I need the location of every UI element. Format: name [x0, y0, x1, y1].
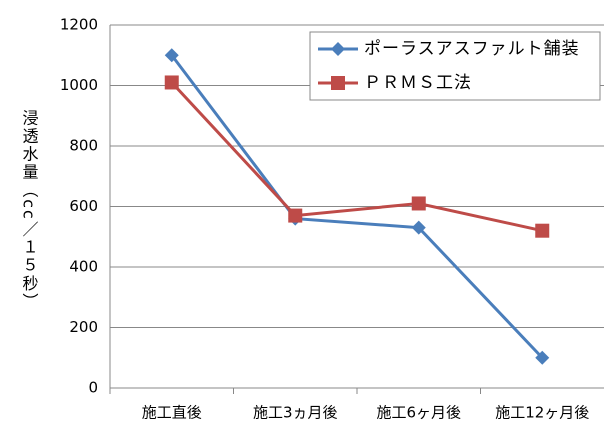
series-line: [170, 54, 544, 359]
y-tick-label: 1200: [60, 16, 98, 34]
x-tick-label: 施工6ヶ月後: [376, 404, 461, 422]
point: [164, 75, 179, 90]
y-tick-label: 0: [88, 379, 98, 397]
y-axis-label: 浸透水量（cc／１５秒）: [20, 109, 39, 311]
legend-marker: [331, 76, 345, 90]
y-tick-label: 400: [69, 258, 98, 276]
x-tick-label: 施工3ヵ月後: [253, 404, 338, 422]
y-tick-label: 1000: [60, 76, 98, 94]
point: [535, 350, 550, 365]
legend-label: ポーラスアスファルト舗装: [364, 39, 580, 59]
y-tick-label: 800: [69, 137, 98, 155]
legend-marker: [331, 42, 345, 56]
series-line: [170, 81, 543, 233]
point: [411, 196, 426, 211]
legend-box: [309, 31, 601, 101]
y-tick-label: 200: [69, 318, 98, 336]
point: [164, 48, 179, 63]
legend-label: ＰＲＭＳ工法: [364, 73, 472, 93]
x-tick-label: 施工直後: [142, 404, 202, 422]
y-tick-label: 600: [69, 197, 98, 215]
point: [535, 223, 550, 238]
point: [288, 208, 303, 223]
point: [411, 220, 426, 235]
x-tick-label: 施工12ヶ月後: [495, 404, 589, 422]
